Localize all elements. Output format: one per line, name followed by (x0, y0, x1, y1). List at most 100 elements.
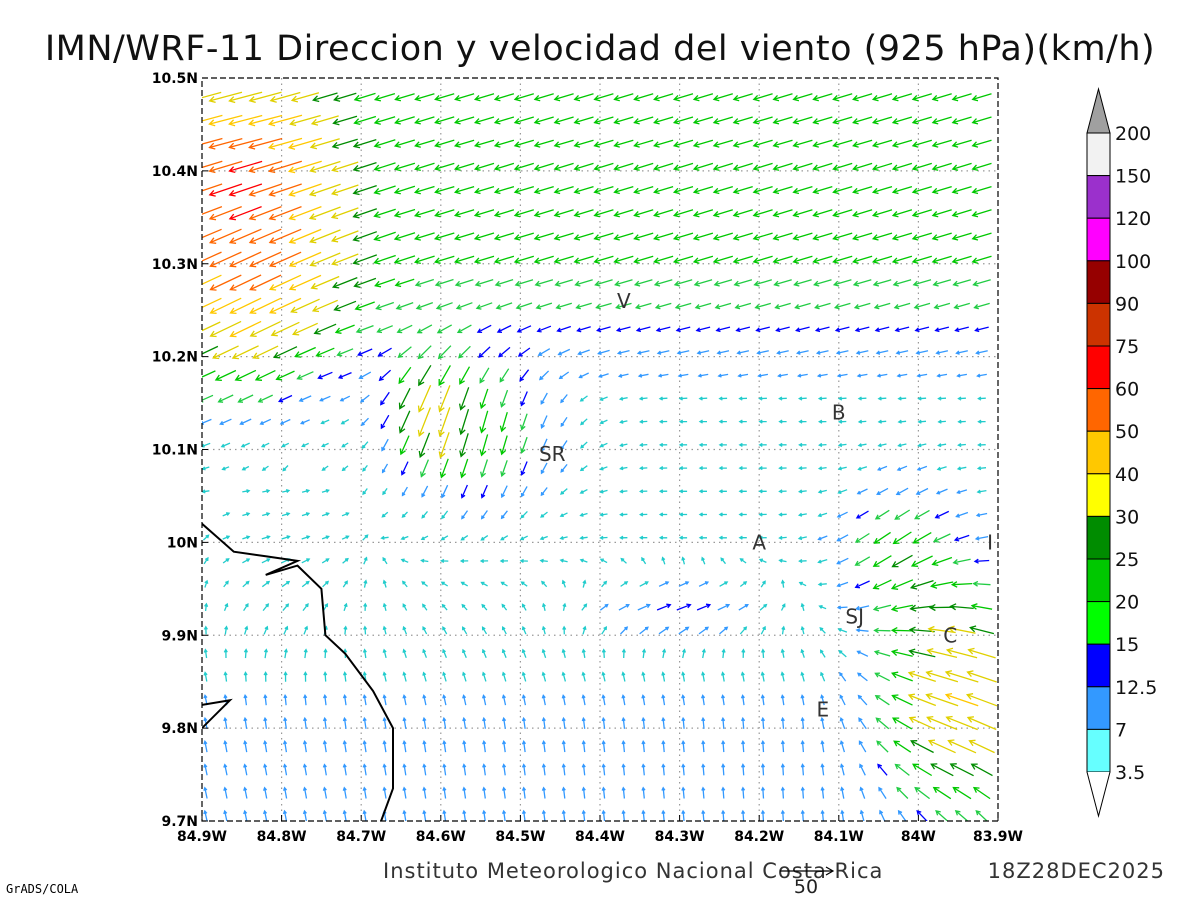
wind-vector (778, 396, 787, 401)
wind-vector (501, 809, 507, 821)
wind-vector (697, 373, 709, 378)
wind-vector (840, 809, 845, 821)
wind-vector (268, 274, 302, 291)
wind-vector (501, 648, 507, 658)
wind-vector (553, 185, 574, 195)
wind-vector (209, 274, 242, 291)
wind-vector (501, 671, 507, 682)
wind-vector (520, 391, 528, 407)
wind-vector (871, 93, 893, 102)
wind-vector (203, 739, 208, 753)
wind-vector (619, 443, 628, 448)
wind-vector (653, 93, 674, 102)
wind-vector (541, 716, 546, 729)
wind-vector (971, 116, 992, 125)
wind-vector (972, 279, 991, 287)
lat-tick-label: 10.4N (152, 164, 198, 180)
wind-vector (243, 648, 248, 659)
wind-vector (619, 419, 628, 424)
lat-tick-labels: 9.7N 9.8N 9.9N 10N 10.1N 10.2N 10.3N 10.4N 10.5N (152, 71, 208, 830)
wind-vector (655, 326, 671, 333)
wind-vector (754, 302, 771, 310)
wind-vector (283, 625, 289, 635)
wind-vector (533, 116, 554, 125)
wind-vector (910, 555, 933, 567)
wind-vector (874, 509, 890, 520)
wind-vector (780, 809, 785, 821)
wind-vector (322, 763, 327, 776)
wind-vector (698, 512, 707, 517)
wind-vector (434, 162, 455, 172)
wind-vector (633, 162, 654, 171)
wind-vector (678, 489, 688, 494)
wind-vector (533, 139, 554, 148)
wind-vector (573, 185, 594, 195)
wind-vector (871, 139, 893, 148)
wind-vector (681, 809, 686, 821)
wind-vector (579, 465, 588, 472)
wind-vector (229, 251, 262, 268)
wind-vector (741, 786, 746, 799)
wind-vector (573, 209, 594, 218)
wind-vector (872, 604, 892, 612)
wind-vector (857, 694, 868, 706)
wind-vector (639, 466, 648, 471)
wind-vector (658, 419, 668, 424)
wind-vector (873, 531, 891, 544)
wind-vector (736, 350, 750, 355)
wind-vector (393, 208, 416, 218)
wind-vector (459, 366, 471, 385)
wind-vector (343, 602, 348, 612)
wind-vector (363, 625, 368, 635)
wind-vector (573, 139, 594, 148)
wind-vector (459, 458, 469, 479)
wind-vector (241, 465, 250, 471)
wind-vector (852, 255, 873, 264)
wind-vector (573, 255, 594, 264)
wind-vector (341, 442, 349, 448)
wind-vector (914, 509, 930, 520)
wind-vector (817, 466, 827, 471)
wind-vector (945, 647, 978, 659)
wind-vector (438, 407, 451, 438)
wind-vector (520, 436, 528, 454)
wind-vector (561, 648, 566, 658)
wind-vector (915, 487, 929, 495)
wind-vector (331, 253, 359, 266)
wind-vector (288, 205, 322, 221)
wind-vector (800, 694, 805, 706)
wind-vector (836, 511, 848, 518)
wind-vector (414, 162, 435, 172)
wind-vector (360, 417, 369, 427)
colorbar-swatch (1086, 302, 1111, 347)
wind-vector (871, 255, 893, 264)
wind-vector (442, 739, 447, 753)
wind-vector (520, 413, 528, 431)
wind-vector (301, 488, 311, 493)
wind-vector (262, 488, 271, 494)
wind-vector (554, 279, 573, 287)
footer-valid-time: 18Z28DEC2025 (988, 859, 1165, 883)
wind-vector (281, 442, 290, 448)
wind-vector (952, 786, 972, 800)
wind-vector (434, 209, 455, 218)
wind-vector (481, 648, 487, 658)
wind-vector (911, 255, 932, 264)
wind-vector (752, 232, 773, 241)
wind-vector (441, 603, 448, 611)
wind-vector (214, 369, 237, 382)
wind-vector (442, 716, 447, 729)
wind-vector (330, 184, 359, 196)
wind-vector (599, 489, 608, 494)
wind-vector (478, 346, 491, 358)
wind-vector (243, 739, 248, 753)
wind-vector (915, 350, 929, 355)
wind-vector (672, 139, 694, 148)
wind-vector (417, 384, 432, 413)
wind-vector (976, 489, 987, 494)
wind-vector (303, 625, 309, 635)
wind-vector (820, 786, 825, 799)
grads-credit: GrADS/COLA (6, 882, 79, 896)
wind-vector (758, 535, 767, 540)
wind-vector (394, 278, 415, 288)
